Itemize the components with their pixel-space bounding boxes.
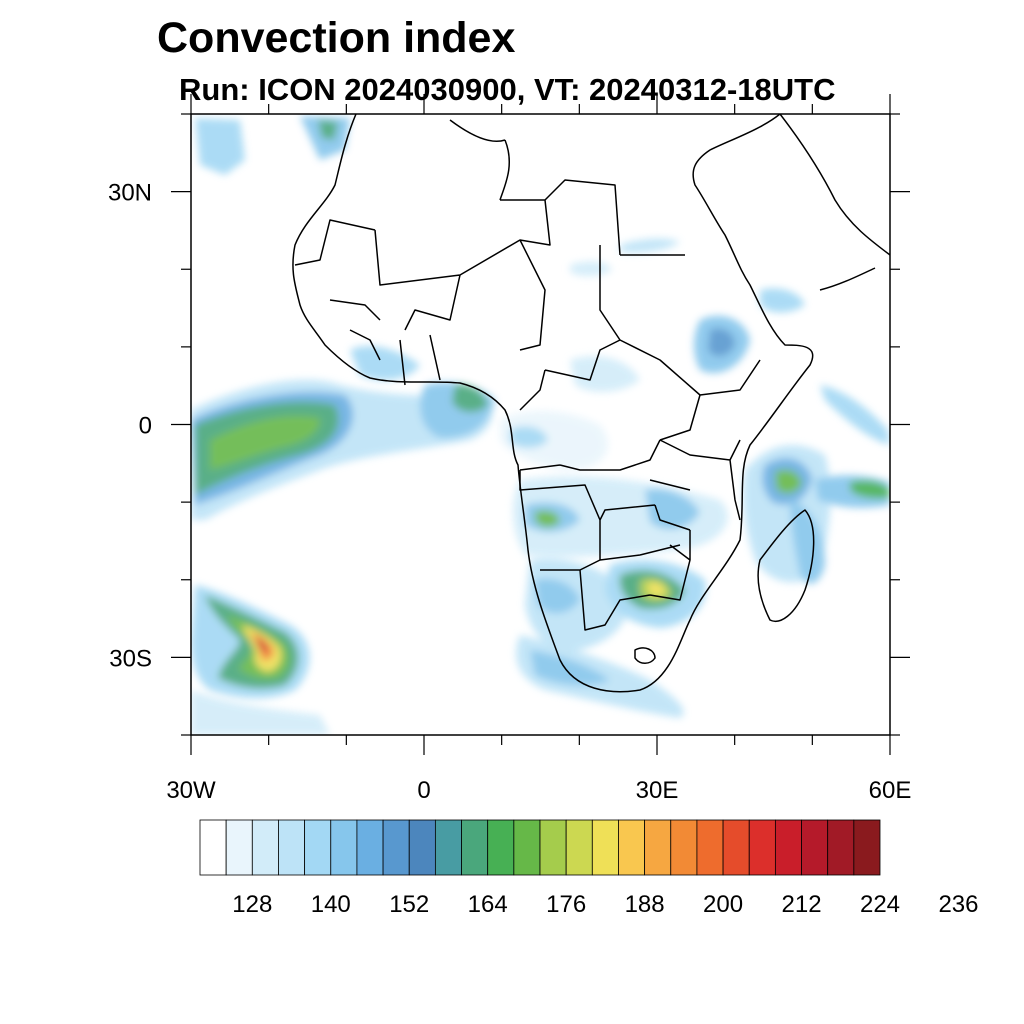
lat-tick-label: 30N bbox=[108, 180, 152, 207]
colorbar-swatch bbox=[539, 819, 567, 876]
lat-tick-label: 30S bbox=[109, 645, 152, 672]
colorbar-swatch bbox=[225, 819, 253, 876]
colorbar-label: 140 bbox=[311, 891, 351, 918]
colorbar-swatch bbox=[696, 819, 724, 876]
colorbar-label: 200 bbox=[703, 891, 743, 918]
colorbar-swatch bbox=[408, 819, 436, 876]
colorbar-swatch bbox=[748, 819, 776, 876]
colorbar-swatch bbox=[618, 819, 646, 876]
colorbar-label: 176 bbox=[546, 891, 586, 918]
colorbar-label: 212 bbox=[782, 891, 822, 918]
colorbar-swatch bbox=[278, 819, 306, 876]
colorbar-label: 128 bbox=[232, 891, 272, 918]
colorbar-swatch bbox=[199, 819, 227, 876]
lon-tick-label: 30W bbox=[166, 777, 216, 804]
colorbar-swatch bbox=[565, 819, 593, 876]
colorbar-swatch bbox=[461, 819, 489, 876]
colorbar-swatch bbox=[853, 819, 881, 876]
colorbar-swatch bbox=[644, 819, 672, 876]
colorbar-label: 224 bbox=[860, 891, 900, 918]
colorbar-label: 152 bbox=[389, 891, 429, 918]
lon-tick-label: 60E bbox=[869, 777, 912, 804]
plot-subtitle: Run: ICON 2024030900, VT: 20240312-18UTC bbox=[179, 72, 836, 107]
colorbar-swatch bbox=[801, 819, 829, 876]
lon-tick-label: 0 bbox=[417, 777, 430, 804]
lat-tick-label: 0 bbox=[139, 413, 152, 440]
colorbar-label: 236 bbox=[938, 891, 978, 918]
colorbar-swatch bbox=[722, 819, 750, 876]
colorbar-swatch bbox=[382, 819, 410, 876]
colorbar-swatch bbox=[487, 819, 515, 876]
colorbar-swatch bbox=[513, 819, 541, 876]
axis-ticks bbox=[171, 94, 910, 755]
lon-tick-label: 30E bbox=[636, 777, 679, 804]
colorbar-swatch bbox=[670, 819, 698, 876]
colorbar-label: 164 bbox=[468, 891, 508, 918]
axis-tick-labels: 30W 0 30E 60E 30N 0 30S bbox=[108, 180, 911, 804]
coastlines-and-borders bbox=[292, 114, 890, 693]
colorbar bbox=[199, 819, 881, 876]
colorbar-swatch bbox=[434, 819, 462, 876]
colorbar-swatch bbox=[591, 819, 619, 876]
plot-title: Convection index bbox=[157, 14, 516, 62]
convection-field bbox=[191, 116, 890, 735]
colorbar-swatch bbox=[774, 819, 802, 876]
colorbar-swatch bbox=[356, 819, 384, 876]
colorbar-swatch bbox=[827, 819, 855, 876]
colorbar-swatch bbox=[330, 819, 358, 876]
colorbar-label: 188 bbox=[625, 891, 665, 918]
colorbar-labels: 128 140 152 164 176 188 200 212 224 236 bbox=[232, 891, 978, 918]
colorbar-swatch bbox=[251, 819, 279, 876]
colorbar-swatch bbox=[304, 819, 332, 876]
